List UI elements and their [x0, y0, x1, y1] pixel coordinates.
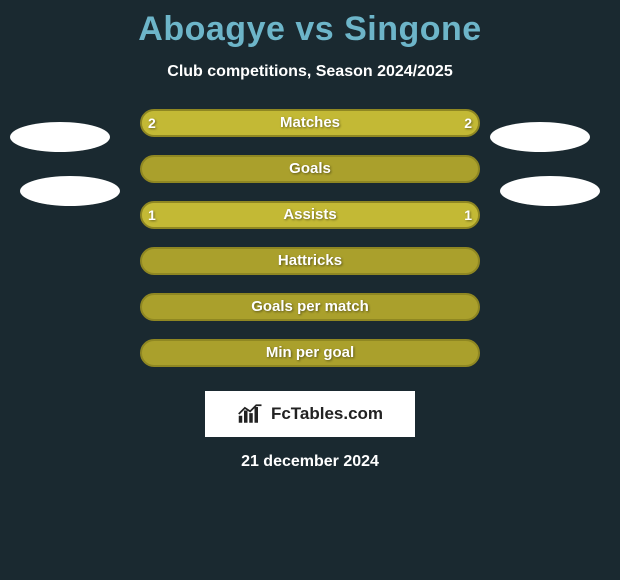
stat-bar-track — [140, 293, 480, 321]
stat-row: Goals — [0, 155, 620, 201]
stat-bar-track — [140, 247, 480, 275]
stat-row: Hattricks — [0, 247, 620, 293]
subtitle: Club competitions, Season 2024/2025 — [0, 63, 620, 81]
stat-bar-fill-left — [142, 203, 310, 227]
stat-row: Min per goal — [0, 339, 620, 385]
chart-icon — [237, 403, 265, 425]
stat-row: Matches22 — [0, 109, 620, 155]
brand-text: FcTables.com — [271, 404, 383, 424]
stat-bar-track — [140, 109, 480, 137]
comparison-chart: Matches22GoalsAssists11HattricksGoals pe… — [0, 109, 620, 385]
page-title: Aboagye vs Singone — [0, 0, 620, 49]
stat-bar-track — [140, 339, 480, 367]
stat-bar-track — [140, 201, 480, 229]
stat-bar-track — [140, 155, 480, 183]
stat-row: Assists11 — [0, 201, 620, 247]
stat-bar-fill-right — [310, 111, 478, 135]
stat-bar-fill-left — [142, 111, 310, 135]
stat-row: Goals per match — [0, 293, 620, 339]
stat-bar-fill-right — [310, 203, 478, 227]
brand-badge: FcTables.com — [205, 391, 415, 437]
date-label: 21 december 2024 — [0, 453, 620, 471]
